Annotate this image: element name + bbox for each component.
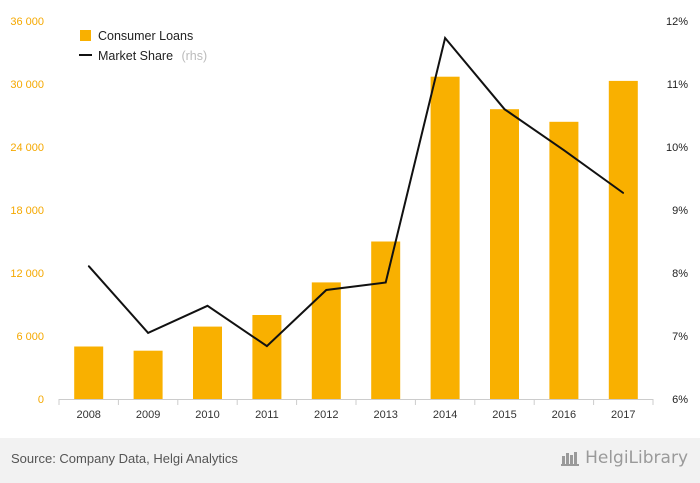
y-left-tick-label: 36 000 xyxy=(10,16,44,28)
point-market-share-2009 xyxy=(147,332,149,334)
y-left-tick-label: 6 000 xyxy=(16,331,44,343)
y-left-tick-label: 24 000 xyxy=(10,142,44,154)
y-right-tick-label: 6% xyxy=(672,394,688,406)
bar-consumer-loans-2009 xyxy=(133,350,163,399)
point-market-share-2010 xyxy=(206,305,209,307)
point-market-share-2015 xyxy=(503,108,506,110)
x-tick-label-2011: 2011 xyxy=(255,409,279,421)
y-left-tick-label: 18 000 xyxy=(10,205,44,217)
point-market-share-2013 xyxy=(384,281,387,284)
y-left-tick-label: 30 000 xyxy=(10,79,44,91)
y-left-tick-label: 12 000 xyxy=(10,268,44,280)
bar-consumer-loans-2008 xyxy=(74,346,104,399)
y-right-tick-label: 11% xyxy=(667,79,688,91)
point-market-share-2012 xyxy=(325,289,328,291)
bars-layer xyxy=(74,76,638,400)
x-tick-label-2014: 2014 xyxy=(433,409,457,421)
x-tick-label-2015: 2015 xyxy=(492,409,516,421)
x-tick-label-2012: 2012 xyxy=(314,409,338,421)
point-market-share-2016 xyxy=(563,149,565,151)
y-right-tick-label: 8% xyxy=(672,268,688,280)
legend: Consumer Loans Market Share (rhs) xyxy=(79,29,207,64)
bar-consumer-loans-2013 xyxy=(371,241,401,399)
bar-consumer-loans-2010 xyxy=(193,326,222,399)
point-market-share-2008 xyxy=(87,265,90,267)
x-tick-label-2013: 2013 xyxy=(373,409,397,421)
point-market-share-2014 xyxy=(444,37,446,39)
brand-logo[interactable]: HelgiLibrary xyxy=(561,448,688,468)
point-market-share-2017 xyxy=(622,192,625,194)
legend-label-consumer-loans: Consumer Loans xyxy=(98,29,193,43)
y-right-tick-label: 10% xyxy=(666,142,688,154)
legend-swatch-consumer-loans xyxy=(80,30,91,41)
x-tick-label-2016: 2016 xyxy=(552,409,576,421)
y-right-tick-label: 7% xyxy=(672,331,688,343)
combo-chart: 2008 2009 2010 2011 2012 2013 2014 2015 2016 2017… xyxy=(10,16,688,421)
line-market-share xyxy=(87,35,624,348)
x-tick-label-2008: 2008 xyxy=(76,409,100,421)
x-tick-label-2010: 2010 xyxy=(195,409,219,421)
bar-consumer-loans-2017 xyxy=(608,80,638,400)
source-note: Source: Company Data, Helgi Analytics xyxy=(11,451,238,466)
bar-consumer-loans-2014 xyxy=(430,76,460,399)
axes-layer: 2008 2009 2010 2011 2012 2013 2014 2015 2016 2017… xyxy=(10,16,688,421)
bar-consumer-loans-2012 xyxy=(311,282,341,399)
x-tick-label-2009: 2009 xyxy=(136,409,160,421)
library-icon xyxy=(561,452,580,466)
x-tick-label-2017: 2017 xyxy=(611,409,635,421)
line-layer xyxy=(87,35,625,348)
brand-name: HelgiLibrary xyxy=(585,448,688,468)
y-right-tick-label: 9% xyxy=(672,205,688,217)
legend-label-market-share: Market Share (rhs) xyxy=(98,47,207,64)
footer xyxy=(0,438,700,483)
bar-consumer-loans-2015 xyxy=(490,109,519,399)
y-right-tick-label: 12% xyxy=(666,16,688,28)
point-market-share-2011 xyxy=(266,345,268,347)
y-left-tick-label: 0 xyxy=(38,394,44,406)
bar-consumer-loans-2011 xyxy=(252,315,282,399)
bar-consumer-loans-2016 xyxy=(549,121,579,400)
